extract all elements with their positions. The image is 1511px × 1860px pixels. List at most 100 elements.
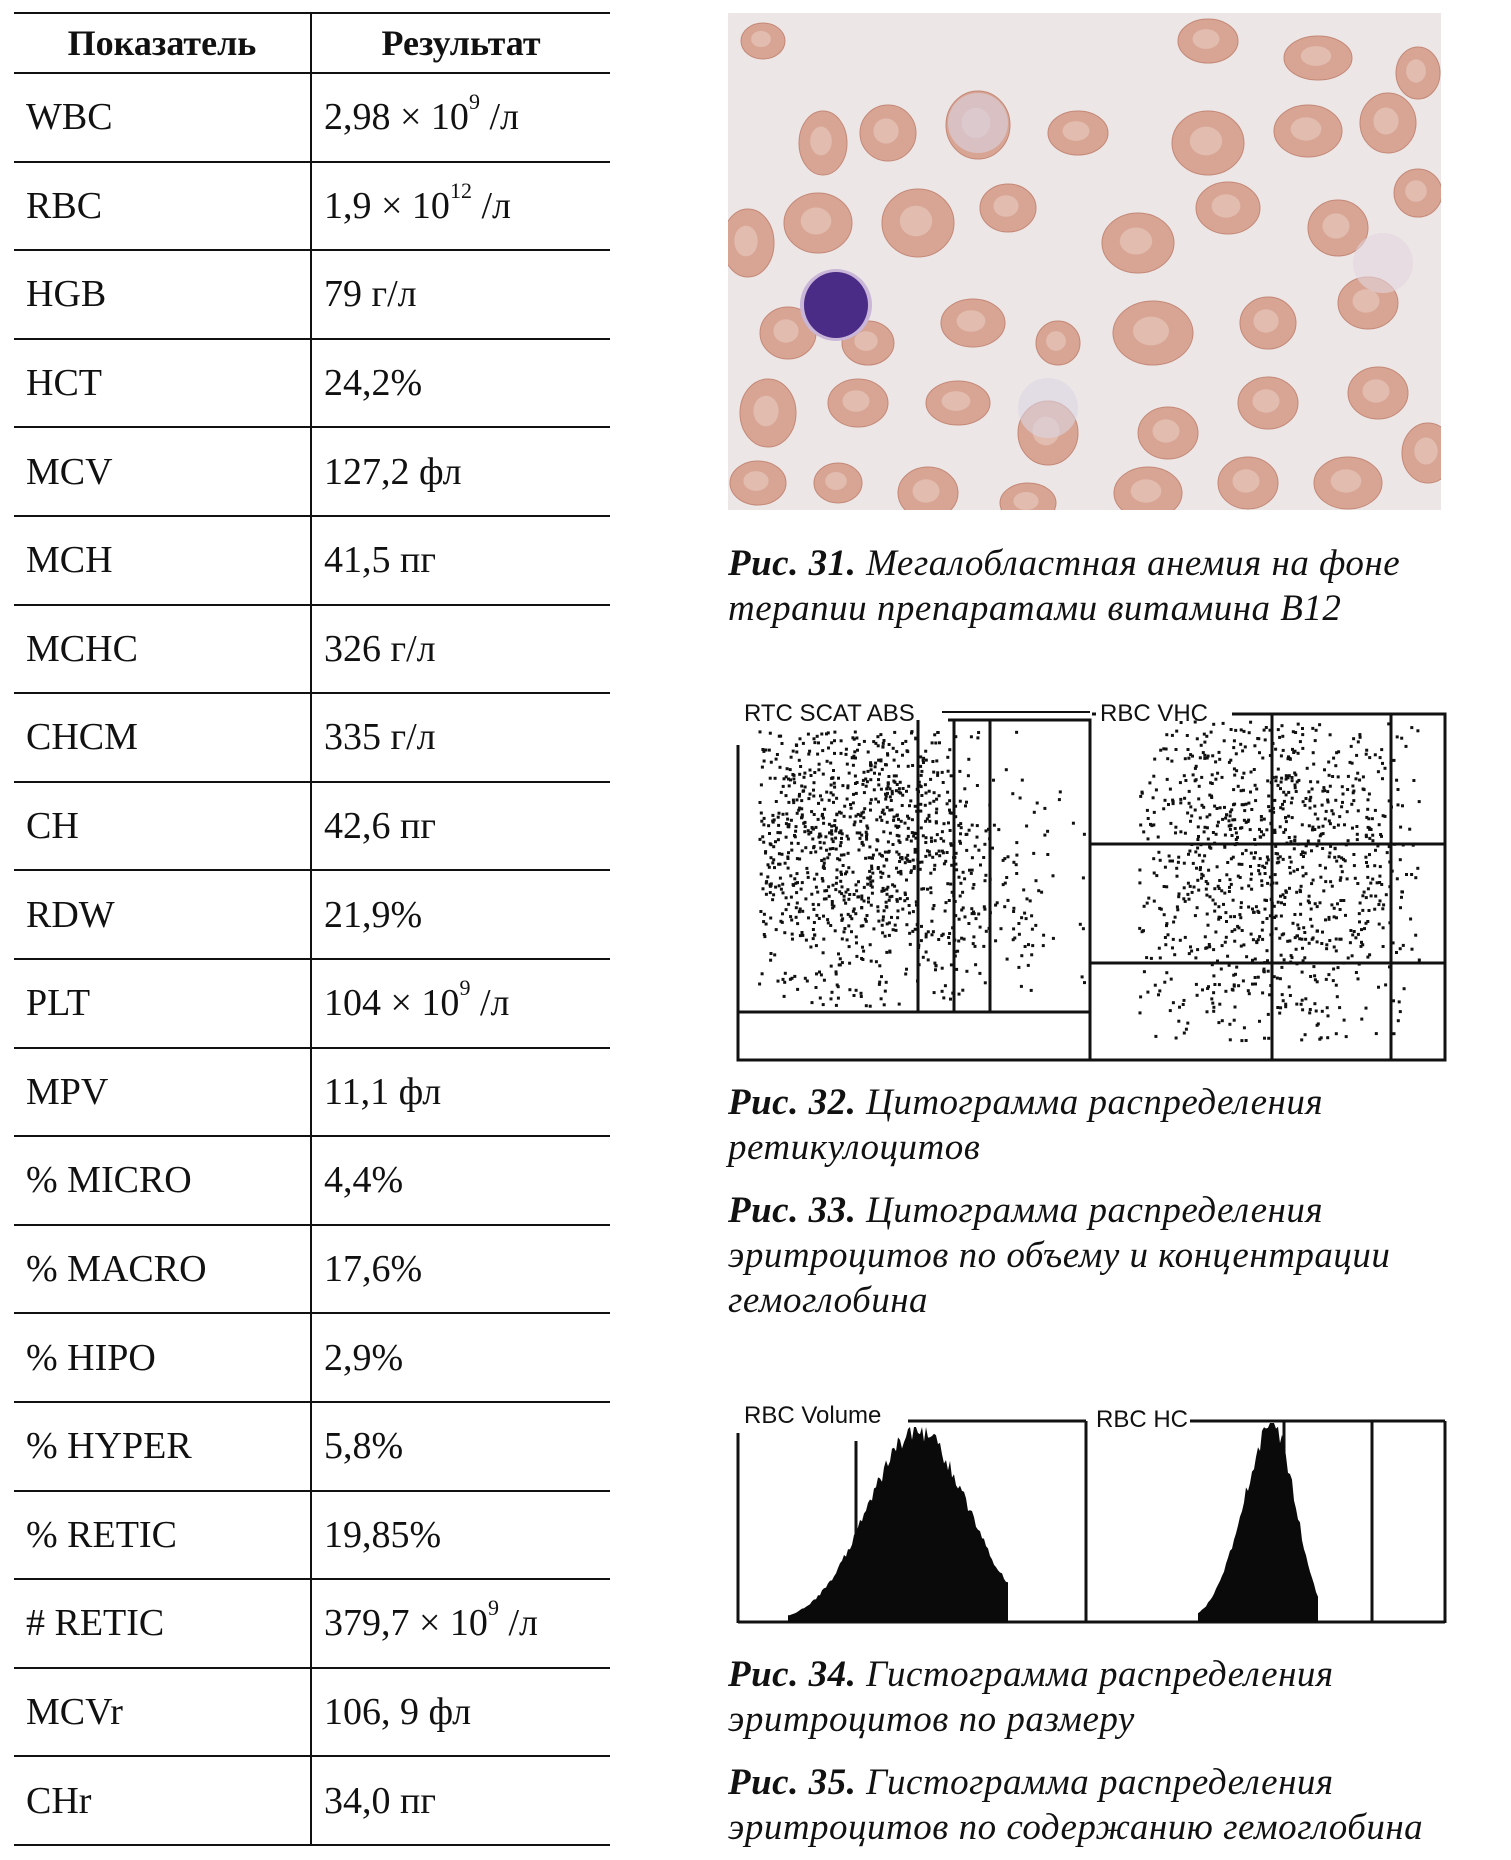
cytogram-dot <box>797 910 801 914</box>
cytogram-dot <box>935 807 939 811</box>
cytogram-dot <box>792 777 796 781</box>
cytogram-dot <box>1179 801 1183 805</box>
cytogram-dot <box>1301 850 1305 854</box>
cytogram-dot <box>932 904 936 907</box>
cytogram-dot <box>780 852 784 856</box>
cytogram-dot <box>1265 861 1269 865</box>
parameter-cell: CHr <box>14 1756 312 1846</box>
cytogram-dot <box>1221 817 1225 821</box>
cytogram-dot <box>1195 866 1198 870</box>
cytogram-dot <box>948 799 952 803</box>
cytogram-dot <box>1201 859 1205 863</box>
cytogram-dot <box>1414 876 1418 880</box>
cytogram-dot <box>973 844 977 848</box>
cytogram-dot <box>1276 728 1280 732</box>
cytogram-dot <box>878 815 882 819</box>
cytogram-dot <box>1378 881 1382 884</box>
histogram-figure: RBC Volume RBC HC <box>728 1393 1448 1633</box>
cytogram-dot <box>1362 890 1366 894</box>
cytogram-dot <box>1203 854 1207 858</box>
cytogram-dot <box>1208 945 1212 949</box>
cytogram-dot <box>1146 990 1150 994</box>
cytogram-dot <box>906 853 910 857</box>
cytogram-dot <box>869 903 873 907</box>
cytogram-dot <box>1302 926 1306 930</box>
cytogram-dot <box>1258 872 1262 876</box>
cytogram-dot <box>1235 769 1239 773</box>
cytogram-dot <box>1204 946 1208 950</box>
cytogram-dot <box>841 864 845 867</box>
cytogram-dot <box>1284 777 1288 781</box>
cytogram-dot <box>1272 810 1276 814</box>
cytogram-dot <box>784 908 788 912</box>
cytogram-dot <box>1247 992 1251 996</box>
cytogram-dot <box>820 814 824 818</box>
cytogram-dot <box>1331 775 1335 778</box>
cytogram-dot <box>932 791 936 795</box>
cytogram-dot <box>1189 819 1192 823</box>
cytogram-dot <box>1293 783 1297 787</box>
cytogram-dot <box>846 786 850 790</box>
cytogram-dot <box>1321 832 1325 836</box>
cytogram-dot <box>862 770 866 774</box>
cytogram-dot <box>1323 768 1326 772</box>
cytogram-dot <box>1368 853 1371 857</box>
cytogram-dot <box>1291 921 1295 925</box>
red-blood-cell-pallor <box>734 225 758 257</box>
cytogram-dot <box>957 823 961 827</box>
cytogram-dot <box>1236 874 1240 878</box>
cytogram-dot <box>883 934 887 938</box>
cytogram-dot <box>1224 935 1228 939</box>
cytogram-dot <box>1259 818 1263 822</box>
cytogram-dot <box>884 794 888 798</box>
cytogram-dot <box>994 903 998 907</box>
cyto-right-label: RBC VHC <box>1100 700 1208 727</box>
cytogram-dot <box>839 739 843 743</box>
cytogram-dot <box>1284 1002 1288 1006</box>
cytogram-dot <box>1186 881 1190 885</box>
cytogram-dot <box>982 944 986 948</box>
cytogram-dot <box>1391 941 1395 945</box>
cytogram-dot <box>1373 808 1377 812</box>
cytogram-dot <box>1291 730 1295 734</box>
cytogram-dot <box>1233 939 1237 943</box>
cytogram-dot <box>831 776 835 780</box>
cytogram-dot <box>1417 800 1421 804</box>
cytogram-dot <box>906 826 910 830</box>
cytogram-dot <box>1004 768 1008 772</box>
cytogram-dot <box>1193 808 1197 812</box>
cytogram-dot <box>819 794 822 798</box>
red-blood-cell-pallor <box>956 310 986 332</box>
cytogram-dot <box>1289 840 1293 844</box>
table-row: % MACRO 17,6% <box>14 1224 610 1315</box>
cytogram-dot <box>1182 897 1186 901</box>
cytogram-dot <box>1150 824 1154 828</box>
cytogram-dot <box>1186 892 1190 896</box>
cytogram-dot <box>920 924 923 928</box>
parameter-cell: CHCM <box>14 693 312 783</box>
cytogram-dot <box>908 931 912 935</box>
cytogram-dot <box>1232 973 1236 977</box>
cytogram-dot <box>890 915 893 919</box>
cytogram-dot <box>885 905 889 909</box>
cytogram-dot <box>827 822 831 826</box>
cytogram-dot <box>1261 920 1265 924</box>
cytogram-dot <box>866 750 870 754</box>
cytogram-dot <box>1145 956 1149 960</box>
cytogram-dot <box>961 906 965 910</box>
cytogram-dot <box>1216 771 1220 775</box>
cytogram-dot <box>1300 823 1304 827</box>
cytogram-dot <box>1324 809 1328 813</box>
cytogram-dot <box>1183 796 1187 800</box>
cytogram-dot <box>1285 841 1289 845</box>
cytogram-dot <box>829 783 833 787</box>
cytogram-dot <box>1326 800 1330 804</box>
cytogram-dot <box>808 768 812 772</box>
cytogram-dot <box>827 894 831 898</box>
cytogram-dot <box>1212 948 1216 952</box>
cytogram-dot <box>1217 905 1221 909</box>
cytogram-dot <box>1196 838 1200 841</box>
cytogram-dot <box>1271 776 1275 779</box>
cytogram-dot <box>798 737 802 741</box>
histogram-drawing: RBC Volume RBC HC <box>736 1402 1447 1624</box>
